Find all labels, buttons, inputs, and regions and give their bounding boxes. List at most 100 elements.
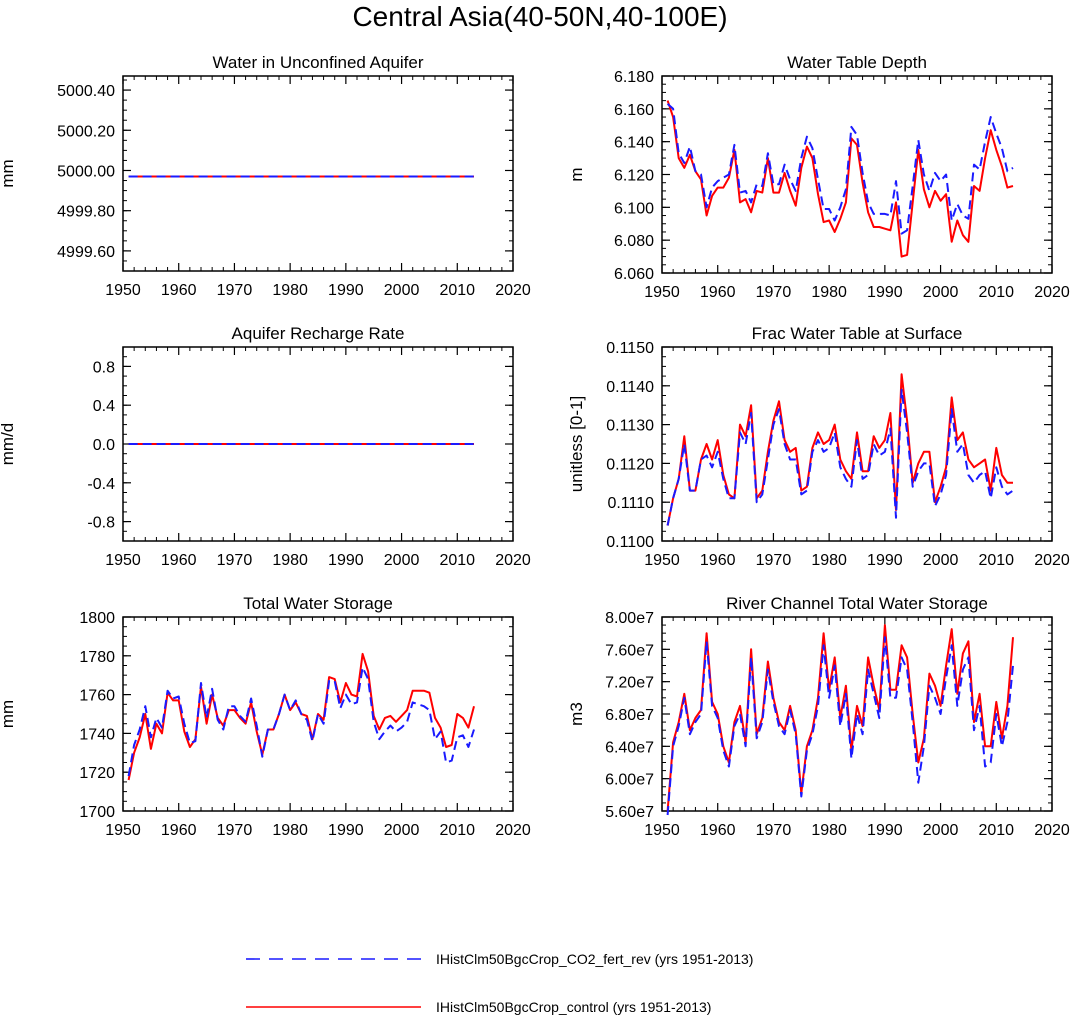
panel-frac-water-table-at-surface: Frac Water Table at Surface 1950 1960 1970 1… [567, 324, 1070, 569]
x-tick-label: 2020 [1034, 822, 1070, 839]
y-tick-label: 0.0 [93, 437, 115, 454]
x-tick-label: 2000 [923, 822, 959, 839]
y-tick-label: 4999.80 [57, 204, 115, 221]
y-tick-label: 4999.60 [57, 244, 115, 261]
series-line-ctl [666, 373, 1013, 526]
y-tick-label: 5000.00 [57, 163, 115, 180]
y-tick-label: 0.1100 [606, 534, 654, 551]
x-tick-label: 1990 [328, 282, 364, 299]
x-tick-label: 1960 [700, 284, 736, 301]
y-tick-label: 5000.40 [57, 83, 115, 100]
panel-water-table-depth: Water Table Depth 1950 1960 1970 1980 1990 200… [567, 53, 1070, 301]
x-tick-label: 1970 [217, 552, 253, 569]
y-axis-label: unitless [0-1] [567, 396, 586, 492]
x-tick-label: 1950 [644, 284, 680, 301]
y-tick-label: 1720 [79, 765, 115, 782]
y-tick-label: 1800 [79, 610, 115, 627]
y-tick-label: 6.140 [614, 135, 654, 152]
x-tick-label: 1960 [161, 822, 197, 839]
series-line-ctl [666, 100, 1014, 258]
y-tick-label: 1740 [79, 726, 115, 743]
y-tick-label: -0.8 [87, 515, 115, 532]
y-axis-label: mm [0, 159, 17, 187]
x-tick-label: 1960 [161, 282, 197, 299]
legend: IHistClm50BgcCrop_CO2_fert_rev (yrs 1951… [246, 951, 753, 1015]
x-tick-label: 1990 [328, 822, 364, 839]
panel-title: Aquifer Recharge Rate [232, 324, 405, 343]
x-tick-label: 2020 [495, 822, 531, 839]
y-tick-label: 0.1120 [606, 456, 654, 473]
y-tick-label: 0.1130 [606, 418, 654, 435]
x-tick-label: 1980 [272, 822, 308, 839]
panel-title: Total Water Storage [243, 594, 393, 613]
panel-title: Frac Water Table at Surface [752, 324, 963, 343]
x-tick-label: 2010 [978, 822, 1014, 839]
x-tick-label: 1970 [756, 284, 792, 301]
y-tick-label: 6.80e7 [605, 707, 654, 724]
x-tick-label: 1950 [105, 822, 141, 839]
series-line-ctl [127, 652, 475, 781]
x-tick-label: 2010 [439, 552, 475, 569]
x-tick-label: 2020 [1034, 552, 1070, 569]
legend-ctl-label: IHistClm50BgcCrop_control (yrs 1951-2013… [436, 999, 711, 1015]
x-tick-label: 1990 [328, 552, 364, 569]
x-tick-label: 1990 [867, 284, 903, 301]
y-tick-label: 8.00e7 [605, 610, 654, 627]
x-tick-label: 1980 [811, 284, 847, 301]
x-tick-label: 1970 [217, 822, 253, 839]
x-tick-label: 2000 [923, 552, 959, 569]
x-tick-label: 2010 [978, 284, 1014, 301]
x-tick-label: 2020 [495, 552, 531, 569]
y-tick-label: -0.4 [87, 476, 115, 493]
y-tick-label: 0.1110 [607, 495, 654, 512]
x-tick-label: 2000 [923, 284, 959, 301]
y-tick-label: 6.080 [614, 233, 654, 250]
x-tick-label: 1990 [867, 822, 903, 839]
x-tick-label: 1960 [700, 822, 736, 839]
y-tick-label: 6.100 [614, 200, 654, 217]
panel-title: River Channel Total Water Storage [726, 594, 988, 613]
x-tick-label: 1950 [644, 552, 680, 569]
panel-title: Water Table Depth [787, 53, 927, 72]
x-tick-label: 1970 [756, 822, 792, 839]
legend-exp-label: IHistClm50BgcCrop_CO2_fert_rev (yrs 1951… [436, 951, 753, 967]
series-line-exp [666, 388, 1014, 526]
figure-title: Central Asia(40-50N,40-100E) [352, 1, 727, 32]
y-axis-label: mm/d [0, 423, 17, 466]
panel-river-channel-total-water-storage: River Channel Total Water Storage 1950 196… [567, 594, 1070, 839]
x-tick-label: 1950 [105, 282, 141, 299]
x-tick-label: 1950 [105, 552, 141, 569]
x-tick-label: 1980 [272, 282, 308, 299]
series-line-exp [666, 103, 1014, 235]
panel-aquifer-recharge-rate: Aquifer Recharge Rate 1950 1960 1970 1980 199… [0, 324, 531, 569]
x-tick-label: 2000 [384, 282, 420, 299]
x-tick-label: 1960 [161, 552, 197, 569]
x-tick-label: 1990 [867, 552, 903, 569]
x-tick-label: 1970 [217, 282, 253, 299]
y-tick-label: 0.1140 [606, 379, 654, 396]
y-axis-label: mm [0, 700, 17, 728]
x-tick-label: 1980 [272, 552, 308, 569]
y-tick-label: 1760 [79, 688, 115, 705]
panel-water-in-unconfined-aquifer: Water in Unconfined Aquifer 1950 1960 1970 1… [0, 53, 531, 299]
y-tick-label: 5.60e7 [605, 804, 654, 821]
y-tick-label: 6.060 [614, 266, 654, 283]
plot-frame [122, 75, 514, 272]
y-tick-label: 6.40e7 [605, 739, 654, 756]
y-tick-label: 6.00e7 [605, 772, 654, 789]
plot-frame [661, 616, 1053, 812]
y-axis-label: m [567, 167, 586, 181]
y-tick-label: 6.180 [614, 69, 654, 86]
x-tick-label: 1960 [700, 552, 736, 569]
x-tick-label: 2010 [978, 552, 1014, 569]
y-tick-label: 5000.20 [57, 123, 115, 140]
y-tick-label: 0.4 [93, 398, 115, 415]
series-line-exp [127, 666, 475, 777]
y-tick-label: 0.1150 [606, 340, 654, 357]
series-line-exp [666, 636, 1014, 816]
x-tick-label: 2000 [384, 552, 420, 569]
x-tick-label: 1980 [811, 552, 847, 569]
y-tick-label: 6.160 [614, 102, 654, 119]
y-tick-label: 6.120 [614, 168, 654, 185]
x-tick-label: 2010 [439, 282, 475, 299]
